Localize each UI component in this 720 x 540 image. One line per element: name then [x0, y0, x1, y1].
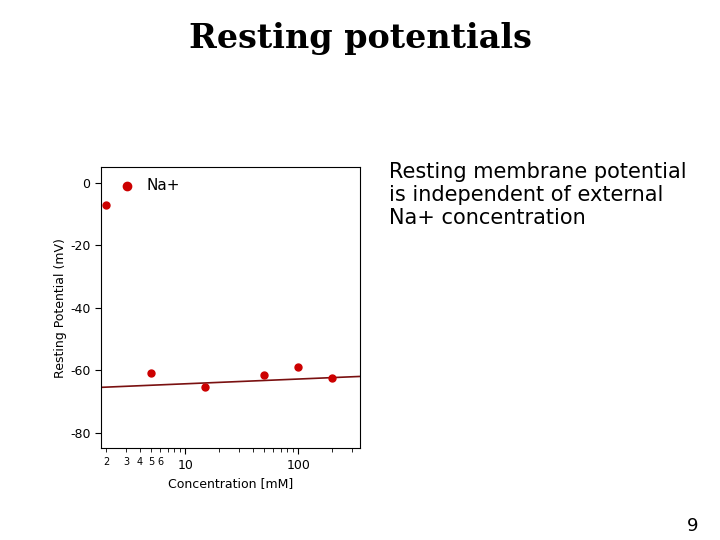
Na+ — [100, 200, 112, 209]
Na+ — [258, 370, 270, 379]
X-axis label: Concentration [mM]: Concentration [mM] — [168, 477, 293, 490]
Text: Resting potentials: Resting potentials — [189, 22, 531, 55]
Na+ — [327, 374, 338, 382]
Y-axis label: Resting Potential (mV): Resting Potential (mV) — [54, 238, 67, 378]
Text: Resting membrane potential
is independent of external
Na+ concentration: Resting membrane potential is independen… — [389, 162, 686, 228]
Legend: Na+: Na+ — [109, 175, 183, 196]
Na+ — [145, 369, 157, 377]
Na+ — [292, 363, 304, 372]
Text: 9: 9 — [687, 517, 698, 535]
Na+ — [199, 383, 211, 391]
